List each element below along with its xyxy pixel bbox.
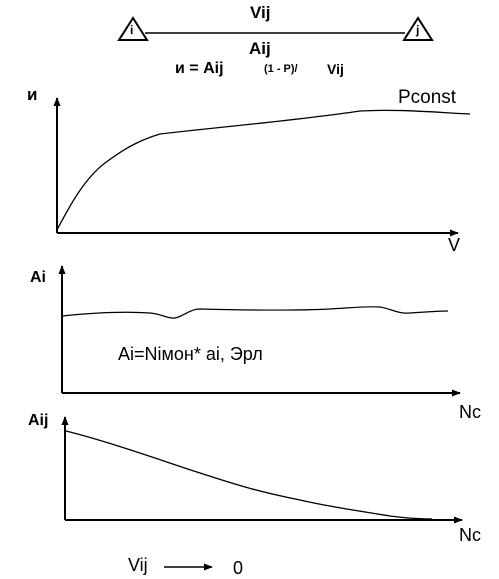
plot2-y-label: Ai <box>30 269 46 286</box>
plot2-x-label: Nc <box>459 402 481 422</box>
plot1-curve-label: Pconst <box>398 87 457 108</box>
node-j-label: j <box>416 23 420 37</box>
plot1-curve <box>56 109 471 231</box>
formula-end: Vij <box>327 61 344 77</box>
footer-right-label: 0 <box>233 558 244 578</box>
plot2-annotation: Ai=Niмон* ai, Эрл <box>118 344 263 364</box>
link-bottom-label: Aij <box>249 39 271 58</box>
plot1-x-label: V <box>448 235 461 255</box>
link-top-label: Vij <box>250 3 271 22</box>
plot3-x-label: Nc <box>459 525 481 545</box>
footer-left-label: Vij <box>128 555 148 575</box>
plot3-y-label: Aij <box>28 412 49 429</box>
plot1-y-label: и <box>27 85 38 104</box>
plot2-curve <box>61 306 449 319</box>
node-j-triangle <box>402 16 434 41</box>
node-i-label: i <box>130 23 134 37</box>
node-i-triangle <box>117 16 149 41</box>
formula-main: и = Aij <box>175 60 224 77</box>
plot3-curve <box>65 430 433 520</box>
formula-mid: (1 - P)/ <box>264 63 298 75</box>
